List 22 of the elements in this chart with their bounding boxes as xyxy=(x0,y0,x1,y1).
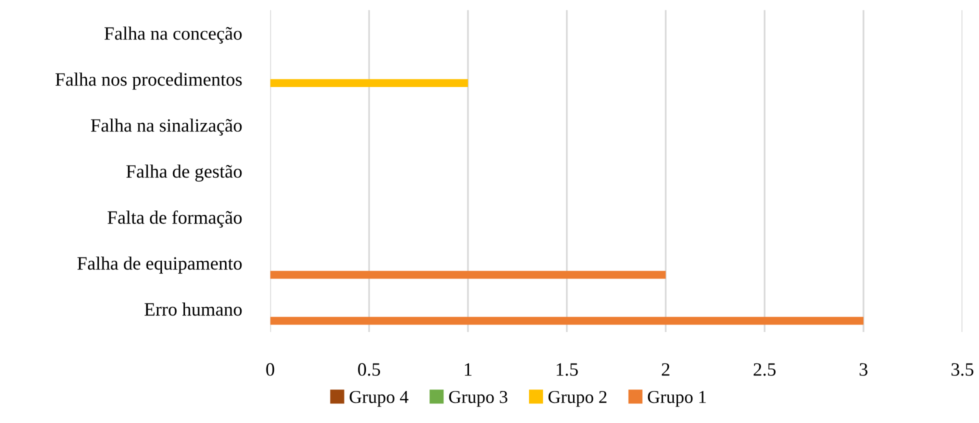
x-tick-label: 1.5 xyxy=(556,363,578,376)
y-tick-label: Falta de formação xyxy=(108,210,242,228)
y-tick-label: Falha de gestão xyxy=(126,164,242,182)
y-tick-label: Falha na conceção xyxy=(104,26,242,44)
y-tick-label: Falha na sinalização xyxy=(90,118,242,136)
x-tick-label: 3.5 xyxy=(952,363,974,376)
y-tick-label: Falha nos procedimentos xyxy=(56,72,242,90)
x-tick-label: 0.5 xyxy=(358,363,380,376)
legend-label: Grupo 4 xyxy=(350,390,408,407)
x-tick-label: 3 xyxy=(860,363,868,376)
y-tick-label: Erro humano xyxy=(144,302,242,316)
y-tick-label: Falha de equipamento xyxy=(77,256,242,274)
bar xyxy=(270,316,864,325)
legend-label: Grupo 1 xyxy=(648,390,706,407)
legend-label: Grupo 2 xyxy=(548,390,606,407)
x-tick-label: 0 xyxy=(266,363,274,376)
x-tick-label: 2.5 xyxy=(754,363,776,376)
x-tick-label: 1 xyxy=(464,363,472,376)
legend-label: Grupo 3 xyxy=(449,390,508,407)
bar xyxy=(270,270,666,279)
bar xyxy=(270,79,468,87)
x-tick-label: 2 xyxy=(662,363,670,376)
